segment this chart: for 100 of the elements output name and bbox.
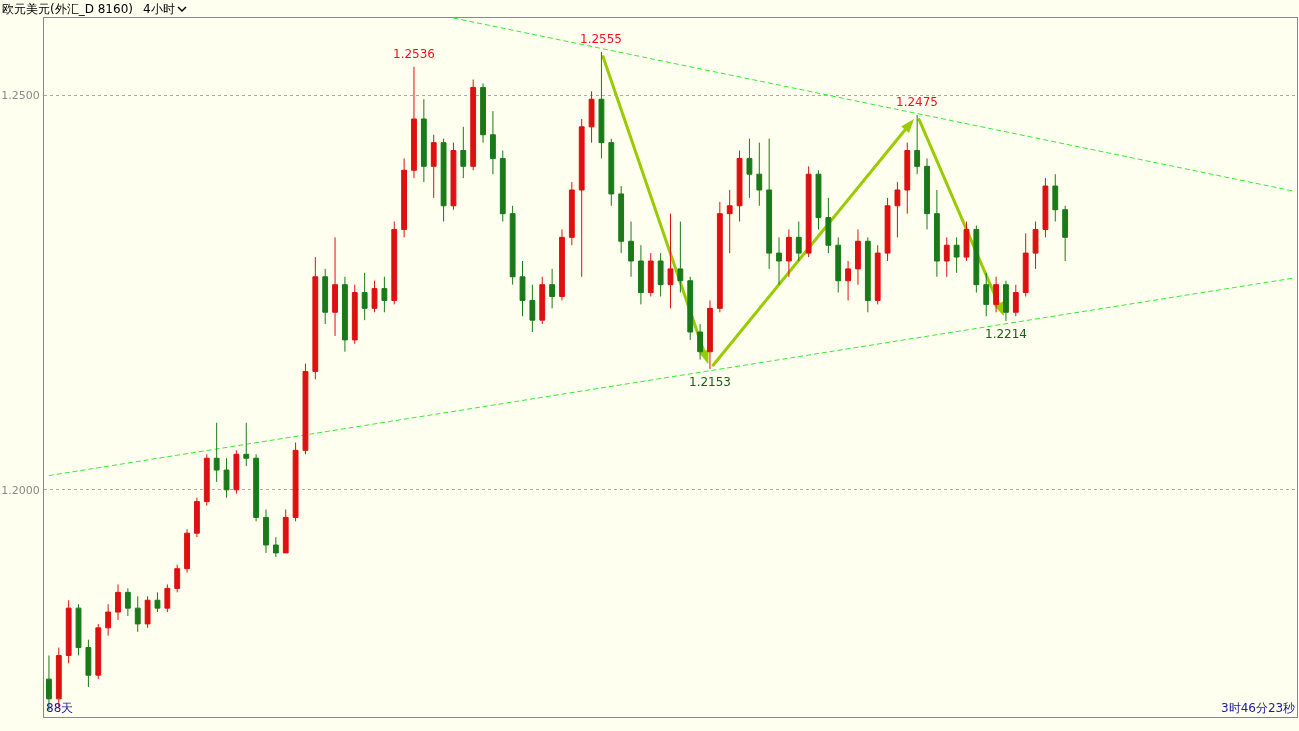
candlestick [835,236,842,294]
candlestick [657,252,664,297]
candlestick [174,564,181,593]
candlestick [115,583,121,621]
candlestick [707,299,713,370]
candlestick [608,138,615,207]
annotation: 1.2475 [896,95,938,109]
candlestick [65,599,72,664]
candlestick [144,595,151,629]
candlestick [628,221,634,278]
candlestick [213,422,220,483]
candlestick [420,98,427,183]
candlestick [845,260,852,301]
candlestick [263,509,269,554]
candlestick [1032,221,1039,270]
candlestick [697,323,704,361]
candlestick [194,497,200,538]
candlestick [480,82,486,144]
candlestick [302,363,309,455]
candlestick [756,142,763,207]
candlestick [855,228,861,286]
candlestick [272,536,279,558]
candlestick [371,280,378,313]
candlestick [233,449,240,495]
candlestick [85,639,92,688]
candlestick [637,244,644,305]
annotation: 3时46分23秒 [1221,701,1296,715]
annotation: 1.2555 [580,32,622,46]
candlestick [667,213,674,309]
candlestick [874,244,881,305]
candlestick [1052,173,1059,223]
candlestick [430,134,437,199]
candlestick [785,228,792,278]
candlestick [904,142,911,215]
candlestick [578,118,585,278]
candlestick [292,441,299,522]
candlestick [894,181,901,238]
candlestick [411,66,417,179]
candlestick [825,197,832,254]
candlestick [1062,205,1069,262]
candlestick [963,221,970,262]
candlestick [687,276,694,341]
candlestick [598,51,605,159]
candlestick [943,236,950,278]
candlestick [312,256,319,380]
candlestick [519,260,526,317]
candlestick [75,603,82,656]
candlestick [726,189,733,254]
y-tick-label: 1.2500 [1,89,40,103]
annotation: 88天 [46,701,74,715]
candlestick [795,221,802,262]
candlestick [716,201,723,313]
candlestick [953,236,960,274]
candlestick [342,276,348,353]
candlestick [243,422,250,467]
candlestick [203,453,210,507]
candlestick [568,181,575,246]
candlestick [884,197,891,262]
candlestick [381,276,388,313]
candlestick [124,587,131,617]
candlestick [776,236,782,286]
annotation: 1.2153 [689,375,731,389]
candlestick [440,138,447,223]
candlestick [105,603,112,637]
annotation: 1.2214 [985,327,1027,341]
candlestick [223,457,230,499]
annotation: 1.2536 [393,47,435,61]
candlestick [933,189,940,278]
candlestick [361,272,368,321]
candlestick [332,236,338,337]
candlestick [549,268,556,309]
candlestick [529,284,536,333]
candlestick [677,221,684,294]
candlestick [282,509,289,554]
candlestick [924,157,930,230]
candlestick [914,114,921,175]
candlestick [815,169,822,230]
candlestick [95,623,102,680]
candlestick [391,221,398,305]
candlestick [1003,280,1009,322]
candlestick [489,110,496,175]
candlestick [351,284,358,345]
candlestick [401,157,408,238]
candlestick [1042,177,1049,238]
candlestick [1012,284,1019,317]
candlestick [746,138,753,199]
chart-title: 欧元美元(外汇_D 8160) [2,1,133,18]
candlestick [1022,232,1029,297]
chart-subtitle: 4小时 [142,1,176,18]
candlestick [253,453,260,522]
candlestick [736,150,743,223]
candlestick [460,126,467,179]
candlestick [983,272,990,317]
candlestick [470,79,477,171]
candlestick [164,583,171,613]
candlestick [973,224,980,294]
candlestick [864,236,871,313]
candlestick [805,165,812,258]
candlestick [134,595,141,633]
candlestick [766,138,773,270]
